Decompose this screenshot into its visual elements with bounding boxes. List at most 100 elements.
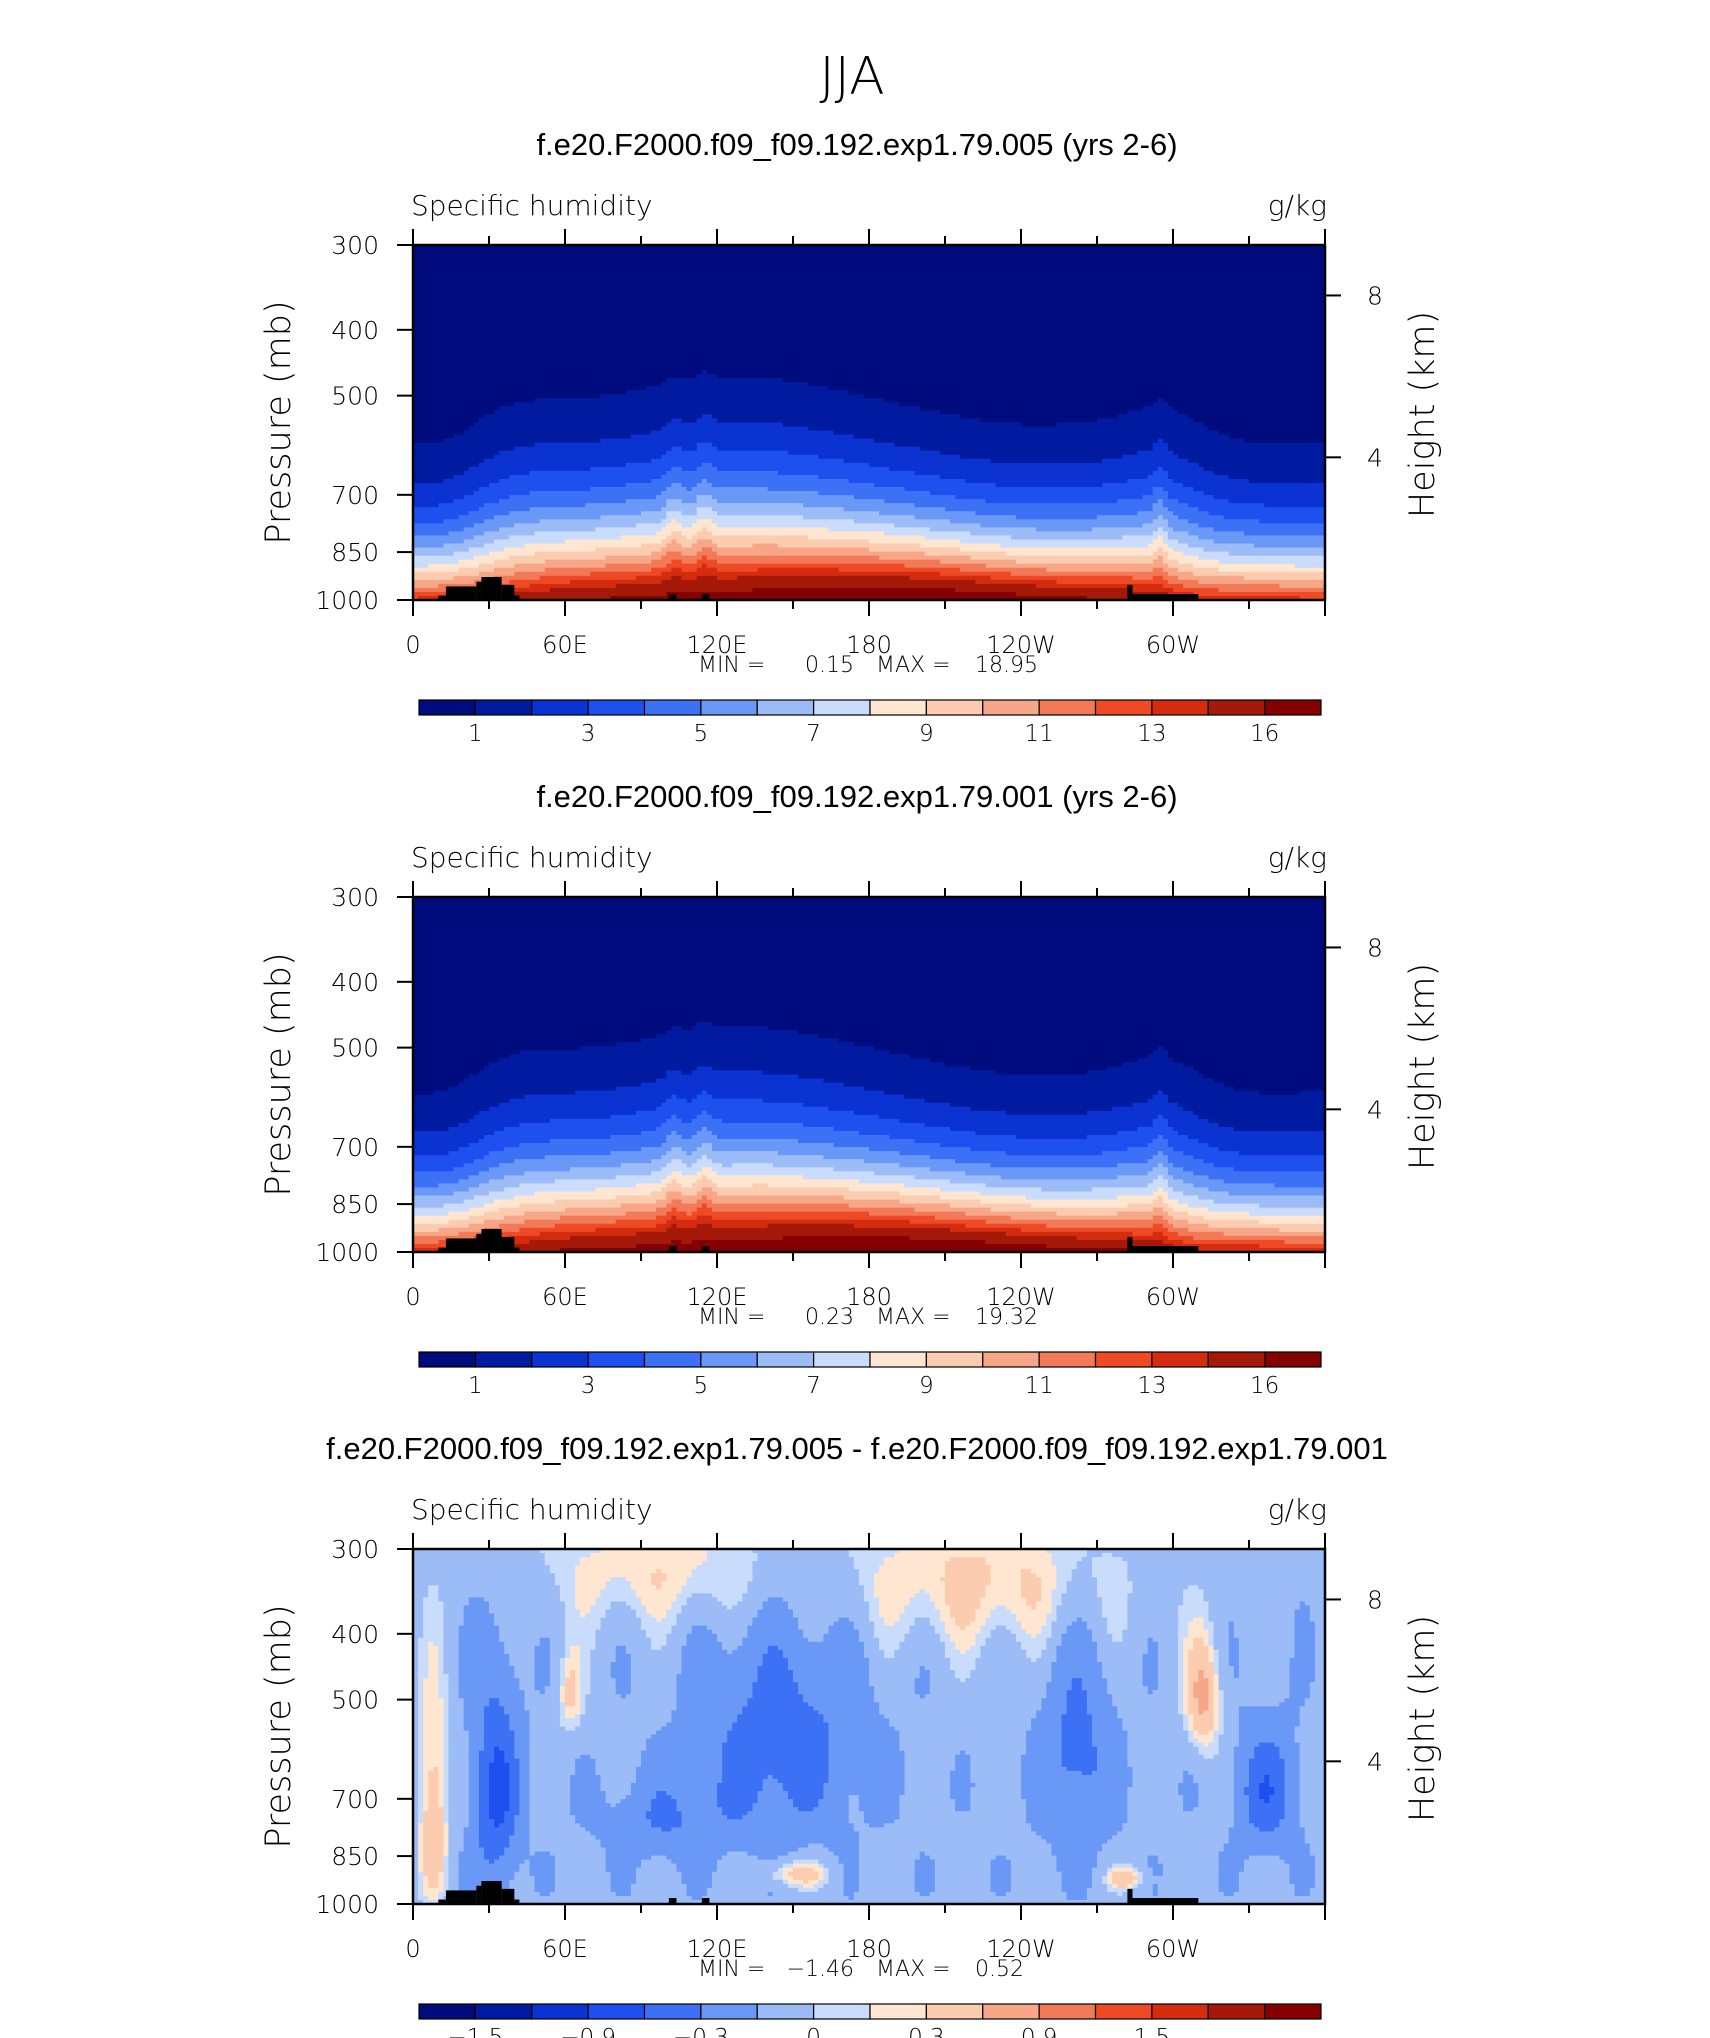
colorbar-box <box>813 2003 871 2020</box>
panel-top-y-tick-label: 850 <box>331 538 379 567</box>
panel-middle-terrain-mask <box>438 1229 1199 1252</box>
panel-bottom: f.e20.F2000.f09_f09.192.exp1.79.005 - f.… <box>259 1431 1443 2038</box>
colorbar-box <box>1207 2003 1266 2020</box>
panel-bottom-right-axis-title: Height (km) <box>1403 1615 1443 1822</box>
colorbar-box <box>982 2003 1040 2020</box>
panel-top-right-tick-label: 8 <box>1367 281 1383 310</box>
panel-bottom-y-axis-title: Pressure (mb) <box>259 1604 299 1848</box>
panel-top-y-tick-label: 400 <box>331 316 379 345</box>
panel-bottom-stats: MIN = −1.46 MAX = 0.52 <box>698 1957 1024 1982</box>
panel-top-y-tick-label: 700 <box>331 481 379 510</box>
panel-bottom-variable-label: Specific humidity <box>411 1493 653 1526</box>
colorbar-box <box>1038 1351 1097 1368</box>
colorbar-box <box>643 2003 702 2020</box>
colorbar-box <box>925 2003 984 2020</box>
colorbar-box <box>756 699 815 716</box>
colorbar-box <box>1151 699 1209 716</box>
panel-top-units-label: g/kg <box>1268 189 1327 222</box>
panels: f.e20.F2000.f09_f09.192.exp1.79.005 (yrs… <box>259 127 1443 2038</box>
stat-max-value: 0.52 <box>975 1957 1024 1982</box>
panel-middle-y-axis-title: Pressure (mb) <box>259 952 299 1196</box>
colorbar-label: 13 <box>1137 1373 1166 1399</box>
panel-top-x-tick-label: 120W <box>986 631 1056 659</box>
stat-min-label: MIN = <box>698 1305 765 1330</box>
panel-top-y-tick-label: 1000 <box>315 586 379 615</box>
panel-top: f.e20.F2000.f09_f09.192.exp1.79.005 (yrs… <box>259 127 1443 747</box>
panel-middle-variable-label: Specific humidity <box>411 841 653 874</box>
stat-max-value: 19.32 <box>975 1305 1038 1330</box>
colorbar-label: 7 <box>806 1373 821 1399</box>
panel-bottom-colorbar: −1.5 −0.9 −0.3 0 0.3 0.9 1.5 <box>418 2003 1322 2038</box>
colorbar-box <box>869 2003 927 2020</box>
panel-middle-right-tick-label: 4 <box>1367 1095 1383 1124</box>
colorbar-box <box>1264 699 1322 716</box>
colorbar-label: 16 <box>1250 1373 1279 1399</box>
colorbar-label: 5 <box>694 1373 709 1399</box>
panel-middle-right-axis-title: Height (km) <box>1403 963 1443 1170</box>
colorbar-box <box>982 1351 1040 1368</box>
panel-middle-y-tick-label: 300 <box>331 883 379 912</box>
panel-bottom-x-tick-label: 120W <box>986 1935 1056 1963</box>
panel-middle-x-tick-label: 180 <box>846 1283 892 1311</box>
panel-bottom-axes: 0 60E 120E 180 120W 60W 300 400 500 700 850 1000 8 4 P… <box>259 1533 1443 1963</box>
stat-min-label: MIN = <box>698 653 765 678</box>
panel-middle-y-tick-label: 700 <box>331 1133 379 1162</box>
stat-min-value: 0.15 <box>805 653 854 678</box>
colorbar-box <box>869 699 927 716</box>
panel-top-right-axis-title: Height (km) <box>1403 311 1443 518</box>
colorbar-box <box>474 2003 533 2020</box>
stat-min-label: MIN = <box>698 1957 765 1982</box>
colorbar-box <box>418 699 476 716</box>
panel-top-variable-label: Specific humidity <box>411 189 653 222</box>
colorbar-box <box>925 699 984 716</box>
panel-bottom-y-tick-label: 700 <box>331 1785 379 1814</box>
panel-top-stats: MIN = 0.15 MAX = 18.95 <box>698 653 1038 678</box>
colorbar-box <box>869 1351 927 1368</box>
colorbar-box <box>418 1351 476 1368</box>
panel-bottom-right-tick-label: 8 <box>1367 1585 1383 1614</box>
panel-middle-contour-field <box>413 897 1326 1253</box>
colorbar-label: −1.5 <box>447 2025 503 2038</box>
panel-top-terrain-mask <box>438 577 1199 600</box>
colorbar-label: 3 <box>581 721 596 747</box>
colorbar-label: 7 <box>806 721 821 747</box>
colorbar-box <box>474 1351 533 1368</box>
panel-top-x-tick-label: 120E <box>687 631 748 659</box>
colorbar-box <box>700 699 758 716</box>
colorbar-box <box>925 1351 984 1368</box>
colorbar-box <box>1038 2003 1097 2020</box>
colorbar-box <box>531 1351 589 1368</box>
colorbar-box <box>756 2003 815 2020</box>
panel-bottom-x-tick-label: 180 <box>846 1935 892 1963</box>
panel-bottom-title: f.e20.F2000.f09_f09.192.exp1.79.005 - f.… <box>326 1431 1388 1466</box>
panel-bottom-units-label: g/kg <box>1268 1493 1327 1526</box>
colorbar-box <box>643 1351 702 1368</box>
colorbar-label: 11 <box>1024 721 1053 747</box>
colorbar-label: 13 <box>1137 721 1166 747</box>
stat-max-value: 18.95 <box>975 653 1038 678</box>
colorbar-box <box>1094 699 1153 716</box>
panel-top-y-axis-title: Pressure (mb) <box>259 300 299 544</box>
panel-bottom-x-tick-label: 60W <box>1146 1935 1200 1963</box>
panel-bottom-right-tick-label: 4 <box>1367 1747 1383 1776</box>
colorbar-label: 0.3 <box>908 2025 945 2038</box>
colorbar-box <box>587 1351 646 1368</box>
colorbar-box <box>813 699 871 716</box>
panel-middle-units-label: g/kg <box>1268 841 1327 874</box>
panel-middle-x-tick-label: 0 <box>405 1283 420 1311</box>
colorbar-label: 0 <box>806 2025 821 2038</box>
colorbar-box <box>982 699 1040 716</box>
colorbar-box <box>1038 699 1097 716</box>
colorbar-box <box>587 699 646 716</box>
panel-middle-title: f.e20.F2000.f09_f09.192.exp1.79.001 (yrs… <box>536 779 1177 814</box>
panel-top-axes: 0 60E 120E 180 120W 60W 300 400 500 700 850 1000 8 4 P… <box>259 229 1443 659</box>
colorbar-label: 16 <box>1250 721 1279 747</box>
colorbar-box <box>756 1351 815 1368</box>
colorbar-box <box>1151 1351 1209 1368</box>
colorbar-box <box>1094 2003 1153 2020</box>
panel-top-x-tick-label: 180 <box>846 631 892 659</box>
colorbar-label: 1 <box>468 1373 483 1399</box>
panel-bottom-x-tick-label: 120E <box>687 1935 748 1963</box>
colorbar-box <box>1094 1351 1153 1368</box>
